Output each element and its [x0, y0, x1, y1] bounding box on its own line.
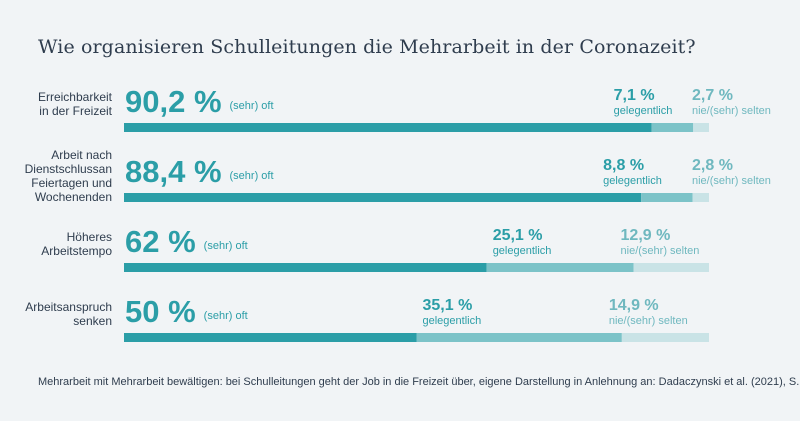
- category-label: in der Freizeit: [39, 104, 112, 118]
- series-label-selten: nie/(sehr) selten: [621, 245, 700, 257]
- series-label-selten: nie/(sehr) selten: [692, 105, 771, 117]
- bar-segment-selten: [692, 193, 709, 202]
- bar-segment-selten: [633, 263, 709, 272]
- category-label: Feiertagen und: [31, 176, 112, 190]
- value-label-gelegentlich: 25,1 %: [493, 227, 543, 244]
- series-label-oft: (sehr) oft: [230, 100, 274, 112]
- category-label: Wochenenden: [35, 190, 112, 204]
- value-label-selten: 14,9 %: [609, 297, 659, 314]
- bar-segment-gelegentlich: [651, 123, 694, 132]
- series-label-oft: (sehr) oft: [204, 240, 248, 252]
- series-label-gelegentlich: gelegentlich: [493, 245, 552, 257]
- series-label-oft: (sehr) oft: [204, 310, 248, 322]
- series-label-selten: nie/(sehr) selten: [692, 175, 771, 187]
- series-label-selten: nie/(sehr) selten: [609, 315, 688, 327]
- bar-segment-gelegentlich: [641, 193, 693, 202]
- value-label-gelegentlich: 8,8 %: [603, 157, 644, 174]
- value-label-selten: 12,9 %: [621, 227, 671, 244]
- bar-segment-gelegentlich: [416, 333, 622, 342]
- bar-segment-oft: [124, 263, 487, 272]
- category-label: senken: [73, 314, 112, 328]
- bar-segment-oft: [124, 123, 652, 132]
- value-label-oft: 50 %: [125, 294, 196, 329]
- series-label-oft: (sehr) oft: [230, 170, 274, 182]
- series-label-gelegentlich: gelegentlich: [603, 175, 662, 187]
- value-label-oft: 90,2 %: [125, 84, 222, 119]
- value-label-oft: 88,4 %: [125, 154, 222, 189]
- category-label: Arbeitsanspruch: [25, 300, 112, 314]
- bar-segment-selten: [621, 333, 709, 342]
- bar-segment-oft: [124, 333, 417, 342]
- bar-segment-oft: [124, 193, 642, 202]
- value-label-oft: 62 %: [125, 224, 196, 259]
- series-label-gelegentlich: gelegentlich: [423, 315, 482, 327]
- value-label-gelegentlich: 35,1 %: [423, 297, 473, 314]
- bar-segment-selten: [693, 123, 709, 132]
- category-label: Höheres: [67, 230, 112, 244]
- series-label-gelegentlich: gelegentlich: [614, 105, 673, 117]
- chart-title: Wie organisieren Schulleitungen die Mehr…: [38, 36, 696, 58]
- value-label-selten: 2,7 %: [692, 87, 733, 104]
- bar-segment-gelegentlich: [486, 263, 634, 272]
- category-label: Arbeitstempo: [41, 244, 112, 258]
- category-label: Erreichbarkeit: [38, 90, 113, 104]
- value-label-gelegentlich: 7,1 %: [614, 87, 655, 104]
- value-label-selten: 2,8 %: [692, 157, 733, 174]
- source-caption: Mehrarbeit mit Mehrarbeit bewältigen: be…: [38, 376, 800, 388]
- category-label: Arbeit nach: [51, 148, 112, 162]
- category-label: Dienstschlussan: [25, 162, 112, 176]
